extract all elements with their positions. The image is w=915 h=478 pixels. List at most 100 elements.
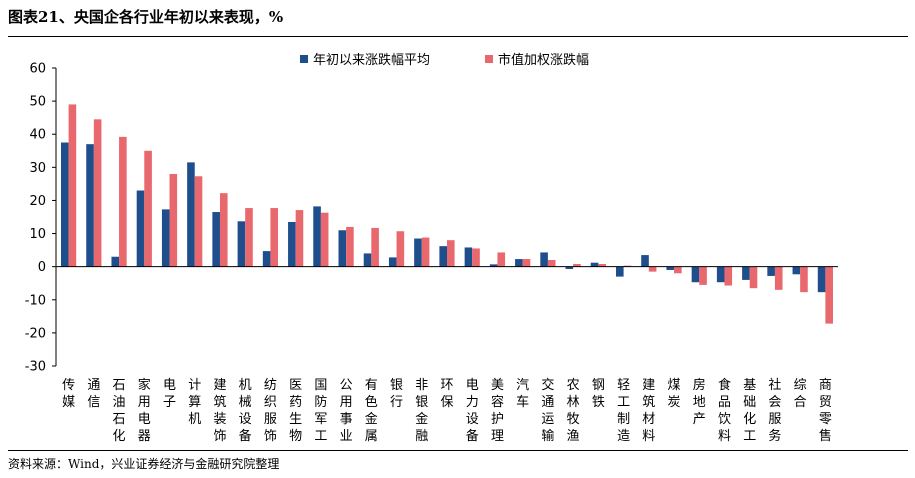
y-tick-label: -20 [25, 326, 46, 341]
category-label: 交通运输 [541, 377, 554, 444]
category-label: 轻工制造 [617, 378, 630, 444]
category-label: 商贸零售 [819, 378, 832, 444]
bar-weighted [497, 252, 506, 267]
bar-average [212, 212, 220, 267]
bar-weighted [421, 237, 430, 267]
bar-average [111, 256, 120, 267]
bar-weighted [346, 226, 354, 267]
category-label: 通信 [87, 378, 100, 410]
y-tick-label: -30 [25, 360, 46, 375]
y-tick-label: 30 [29, 161, 46, 176]
bar-average [61, 142, 69, 267]
legend-swatch-weighted [485, 55, 493, 63]
bar-weighted [774, 266, 783, 290]
bar-average [187, 162, 195, 267]
category-label: 房地产 [693, 377, 706, 427]
category-label: 家用电器 [138, 377, 151, 444]
bar-average [792, 266, 801, 275]
category-label: 社会服务 [768, 377, 781, 444]
bar-weighted [472, 248, 480, 267]
category-label: 食品饮料 [718, 377, 731, 444]
category-label: 机械设备 [239, 378, 252, 444]
bar-average [464, 247, 473, 267]
bar-weighted [194, 176, 203, 267]
category-label: 煤炭 [668, 378, 681, 410]
category-label: 环保 [440, 378, 453, 410]
bar-average [313, 206, 321, 267]
bar-average [388, 257, 397, 267]
y-tick-label: 60 [29, 62, 46, 77]
bar-weighted [699, 266, 707, 285]
chart-title: 图表21、央国企各行业年初以来表现，% [8, 8, 284, 26]
bar-average [615, 266, 624, 277]
bar-average [262, 251, 271, 267]
bar-weighted [547, 260, 556, 267]
category-label: 非银金融 [415, 378, 428, 444]
category-label: 医药生物 [289, 378, 302, 444]
bar-weighted [396, 231, 405, 267]
bar-average [515, 259, 523, 267]
bar-average [338, 230, 347, 267]
bar-weighted [295, 210, 304, 267]
bar-average [716, 266, 725, 283]
bar-weighted [169, 173, 178, 267]
category-label: 钢铁 [592, 378, 605, 410]
category-label: 有色金属 [365, 378, 378, 444]
bar-average [363, 253, 372, 267]
legend-label-weighted: 市值加权涨跌幅 [498, 52, 589, 68]
bar-average [565, 266, 574, 269]
category-label: 国防军工 [314, 378, 327, 444]
bar-average [288, 221, 296, 267]
category-label: 计算机 [188, 378, 201, 427]
category-label: 传媒 [62, 378, 75, 410]
bar-weighted [119, 136, 127, 267]
bar-weighted [825, 266, 833, 324]
bar-weighted [749, 266, 758, 289]
bar-weighted [447, 240, 455, 267]
bar-average [817, 266, 826, 293]
y-tick-label: -10 [25, 293, 46, 308]
bar-average [590, 262, 599, 267]
bar-weighted [371, 227, 379, 267]
category-label: 建筑材料 [642, 378, 655, 444]
bar-weighted [93, 119, 102, 267]
category-label: 美容护理 [491, 378, 504, 444]
category-label: 石油石化 [113, 378, 126, 444]
bar-weighted [522, 259, 531, 267]
category-label: 农林牧渔 [567, 378, 580, 444]
bar-average [691, 266, 700, 283]
category-label: 电子 [163, 378, 176, 410]
bar-weighted [573, 264, 581, 267]
bar-weighted [598, 264, 606, 267]
bar-average [86, 144, 94, 267]
bar-chart: -30-20-100102030405060传媒通信石油石化家用电器电子计算机建… [25, 52, 838, 444]
bar-weighted [800, 266, 808, 293]
y-tick-label: 0 [38, 260, 46, 275]
bar-average [439, 246, 447, 267]
bar-weighted [219, 193, 228, 267]
bar-average [414, 238, 422, 267]
bar-average [161, 209, 170, 267]
bar-weighted [270, 208, 279, 267]
y-tick-label: 50 [29, 95, 46, 110]
bar-weighted [648, 266, 657, 272]
bar-average [641, 255, 649, 267]
category-label: 纺织服饰 [264, 378, 277, 444]
bar-average [666, 266, 675, 270]
bar-weighted [320, 212, 329, 267]
category-label: 公用事业 [340, 378, 353, 444]
bar-average [237, 221, 246, 267]
bar-weighted [144, 150, 152, 267]
y-tick-label: 10 [29, 227, 46, 242]
category-label: 电力设备 [466, 378, 479, 444]
bar-average [489, 264, 498, 267]
source-note: 资料来源：Wind，兴业证券经济与金融研究院整理 [8, 457, 280, 471]
category-label: 基础化工 [743, 378, 756, 444]
category-label: 汽车 [516, 378, 529, 410]
category-label: 综合 [794, 378, 807, 410]
y-tick-label: 20 [29, 194, 46, 209]
category-label: 银行 [390, 378, 403, 410]
title-divider [8, 36, 908, 37]
category-label: 建筑装饰 [213, 378, 226, 444]
bar-average [767, 266, 775, 276]
